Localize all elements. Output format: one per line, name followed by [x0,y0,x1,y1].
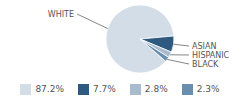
svg-text:HISPANIC: HISPANIC [192,51,230,60]
svg-text:ASIAN: ASIAN [192,42,216,51]
svg-text:BLACK: BLACK [192,60,219,69]
html-text:2.8%: 2.8% [144,84,168,94]
html-text:7.7%: 7.7% [93,84,116,94]
html-text:2.3%: 2.3% [196,84,220,94]
html-text:87.2%: 87.2% [35,84,64,94]
svg-text:WHITE: WHITE [48,10,74,19]
